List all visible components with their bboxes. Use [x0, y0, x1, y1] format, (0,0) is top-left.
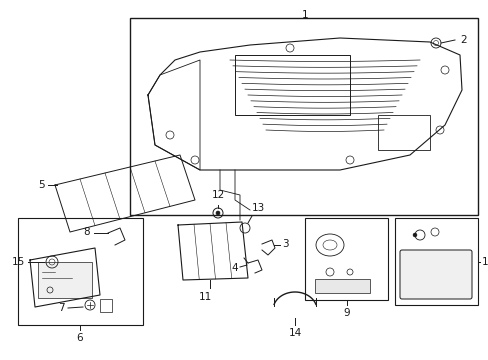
Text: 9: 9 [343, 308, 349, 318]
Bar [377, 115, 429, 150]
Text: 15: 15 [12, 257, 25, 267]
FancyBboxPatch shape [399, 250, 471, 299]
Text: 5: 5 [38, 180, 45, 190]
Bar [394, 218, 477, 305]
Text: 13: 13 [251, 203, 264, 213]
Text: 11: 11 [198, 292, 211, 302]
Bar [130, 18, 477, 215]
Bar [18, 218, 142, 325]
Bar [235, 55, 349, 115]
Bar [305, 218, 387, 300]
Text: 8: 8 [83, 227, 90, 237]
Text: 3: 3 [282, 239, 288, 249]
Text: 4: 4 [231, 263, 238, 273]
Text: 14: 14 [288, 328, 301, 338]
Bar [38, 262, 92, 298]
Text: 10: 10 [481, 257, 488, 267]
Text: 1: 1 [301, 10, 307, 20]
Bar [100, 299, 112, 312]
FancyBboxPatch shape [314, 279, 369, 293]
Text: 7: 7 [58, 303, 65, 313]
Circle shape [412, 233, 416, 237]
Circle shape [216, 211, 220, 215]
Text: 6: 6 [77, 333, 83, 343]
Text: 12: 12 [211, 190, 224, 200]
Text: 2: 2 [459, 35, 466, 45]
